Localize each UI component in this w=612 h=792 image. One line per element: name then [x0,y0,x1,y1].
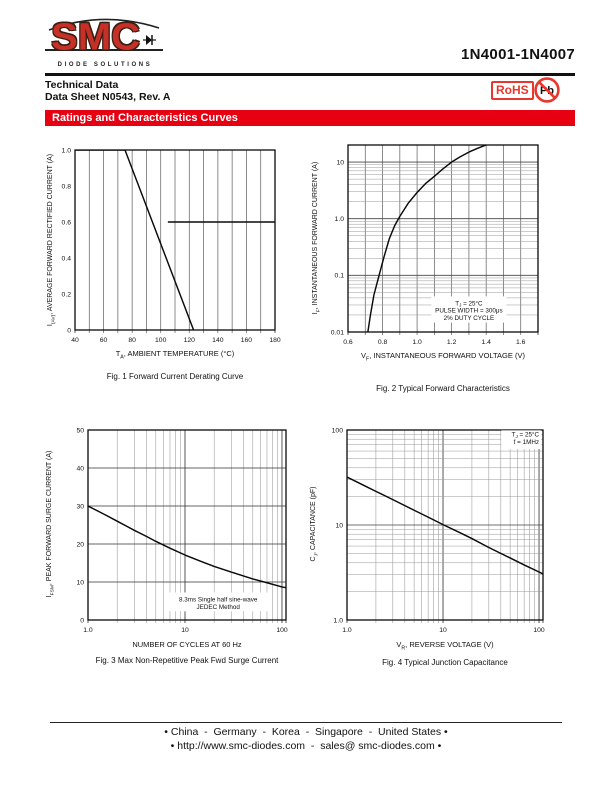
doc-sheet-label: Data Sheet N0543, Rev. A [45,91,171,103]
svg-text:1.4: 1.4 [481,339,491,346]
header-rule [45,73,575,76]
fig1-caption: Fig. 1 Forward Current Derating Curve [106,372,244,381]
svg-text:0: 0 [80,617,84,624]
svg-text:0.8: 0.8 [378,339,388,346]
svg-text:100: 100 [155,337,167,344]
svg-text:1.6: 1.6 [516,339,526,346]
fig3-y-axis-title: IFSM, PEAK FORWARD SURGE CURRENT (A) [46,450,56,598]
fig1-chart: 40 60 80 100 120 140 160 180 0 0.2 0.4 0.6 0.8 1.0 [60,140,285,357]
svg-text:0.6: 0.6 [62,219,72,226]
svg-text:0.4: 0.4 [62,255,72,262]
fig2-chart: TJ = 25°C PULSE WIDTH = 300μs 2% DUTY CYCL… [322,135,552,356]
section-title-bar: Ratings and Characteristics Curves [45,110,575,126]
fig4-chart: TJ = 25°C f = 1MHz 1.0 10 100 1.0 10 100 [320,420,555,645]
svg-text:10: 10 [335,522,343,529]
svg-text:10: 10 [439,627,447,634]
svg-text:JEDEC Method: JEDEC Method [197,604,241,611]
svg-text:60: 60 [100,337,108,344]
fig4-caption: Fig. 4 Typical Junction Capacitance [382,658,508,667]
svg-text:80: 80 [128,337,136,344]
svg-text:PULSE WIDTH = 300μs: PULSE WIDTH = 300μs [435,308,503,315]
fig2-caption: Fig. 2 Typical Forward Characteristics [376,384,510,393]
svg-text:TJ = 25°C: TJ = 25°C [455,299,483,307]
svg-text:0.6: 0.6 [343,339,353,346]
fig1-y-axis-title: I(AV), AVERAGE FORWARD RECTIFIED CURRENT… [47,153,57,327]
svg-text:10: 10 [181,627,189,634]
fig1-plot-svg: 40 60 80 100 120 140 160 180 0 0.2 0.4 0.6 0.8 1.0 [62,147,281,344]
svg-text:8.3ms Single half sine-wave: 8.3ms Single half sine-wave [179,596,258,603]
fig2-x-axis-title: VF, INSTANTANEOUS FORWARD VOLTAGE (V) [361,351,525,363]
section-title: Ratings and Characteristics Curves [52,112,238,124]
doc-type-label: Technical Data [45,79,119,91]
fig4-plot-svg: TJ = 25°Cf = 1MHz 1.0 10 100 1.0 10 100 [332,427,545,634]
svg-text:160: 160 [241,337,253,344]
svg-text:f = 1MHz: f = 1MHz [514,439,539,446]
typical-forward-characteristic-curve [367,145,489,332]
svg-text:0.2: 0.2 [62,291,72,298]
brand-tagline: DIODE SOLUTIONS [57,62,153,68]
fig3-caption: Fig. 3 Max Non-Repetitive Peak Fwd Surge… [95,656,279,665]
svg-text:10: 10 [336,159,344,166]
svg-text:0: 0 [67,327,71,334]
svg-text:40: 40 [71,337,79,344]
fig3-x-axis-title: NUMBER OF CYCLES AT 60 Hz [132,640,242,649]
svg-text:1.0: 1.0 [62,147,72,154]
footer-contact: • http://www.smc-diodes.com - sales@ smc… [170,740,442,752]
svg-text:1.0: 1.0 [412,339,422,346]
svg-text:1.0: 1.0 [83,627,93,634]
svg-text:100: 100 [276,627,288,634]
svg-text:10: 10 [76,579,84,586]
svg-text:120: 120 [184,337,196,344]
svg-text:1.0: 1.0 [342,627,352,634]
smc-logo: SMC DIODE SOLUTIONS [45,10,163,76]
svg-text:0.8: 0.8 [62,183,72,190]
fig1-x-axis-title: TA, AMBIENT TEMPERATURE (°C) [115,349,235,361]
diode-symbol-icon [143,35,156,45]
svg-text:1.2: 1.2 [447,339,457,346]
svg-text:1.0: 1.0 [335,216,345,223]
svg-text:180: 180 [269,337,281,344]
peak-forward-surge-current-curve [88,505,286,589]
footer-rule [50,722,562,724]
logo-wire-line [45,49,163,51]
part-number: 1N4001-1N4007 [461,46,575,63]
svg-text:20: 20 [76,541,84,548]
logo-arc [48,18,160,31]
junction-capacitance-curve [347,476,543,575]
svg-text:0.1: 0.1 [335,273,345,280]
svg-text:100: 100 [332,427,344,434]
pb-free-icon: Pb [534,77,560,103]
footer-regions: • China - Germany - Korea - Singapore - … [164,726,448,738]
svg-text:100: 100 [533,627,545,634]
svg-text:140: 140 [212,337,224,344]
svg-text:30: 30 [76,503,84,510]
brand-name: SMC [51,15,141,59]
fig4-x-axis-title: VR, REVERSE VOLTAGE (V) [396,640,494,652]
svg-text:0.01: 0.01 [331,329,344,336]
svg-text:2% DUTY CYCLE: 2% DUTY CYCLE [444,315,495,322]
svg-text:50: 50 [76,427,84,434]
svg-text:TJ = 25°C: TJ = 25°C [512,431,540,439]
svg-text:40: 40 [76,465,84,472]
forward-current-derating-curve [75,150,195,330]
svg-text:1.0: 1.0 [334,617,344,624]
fig3-chart: 8.3ms Single half sine-wave JEDEC Method 1… [60,420,300,645]
rohs-badge: RoHS [491,81,534,100]
